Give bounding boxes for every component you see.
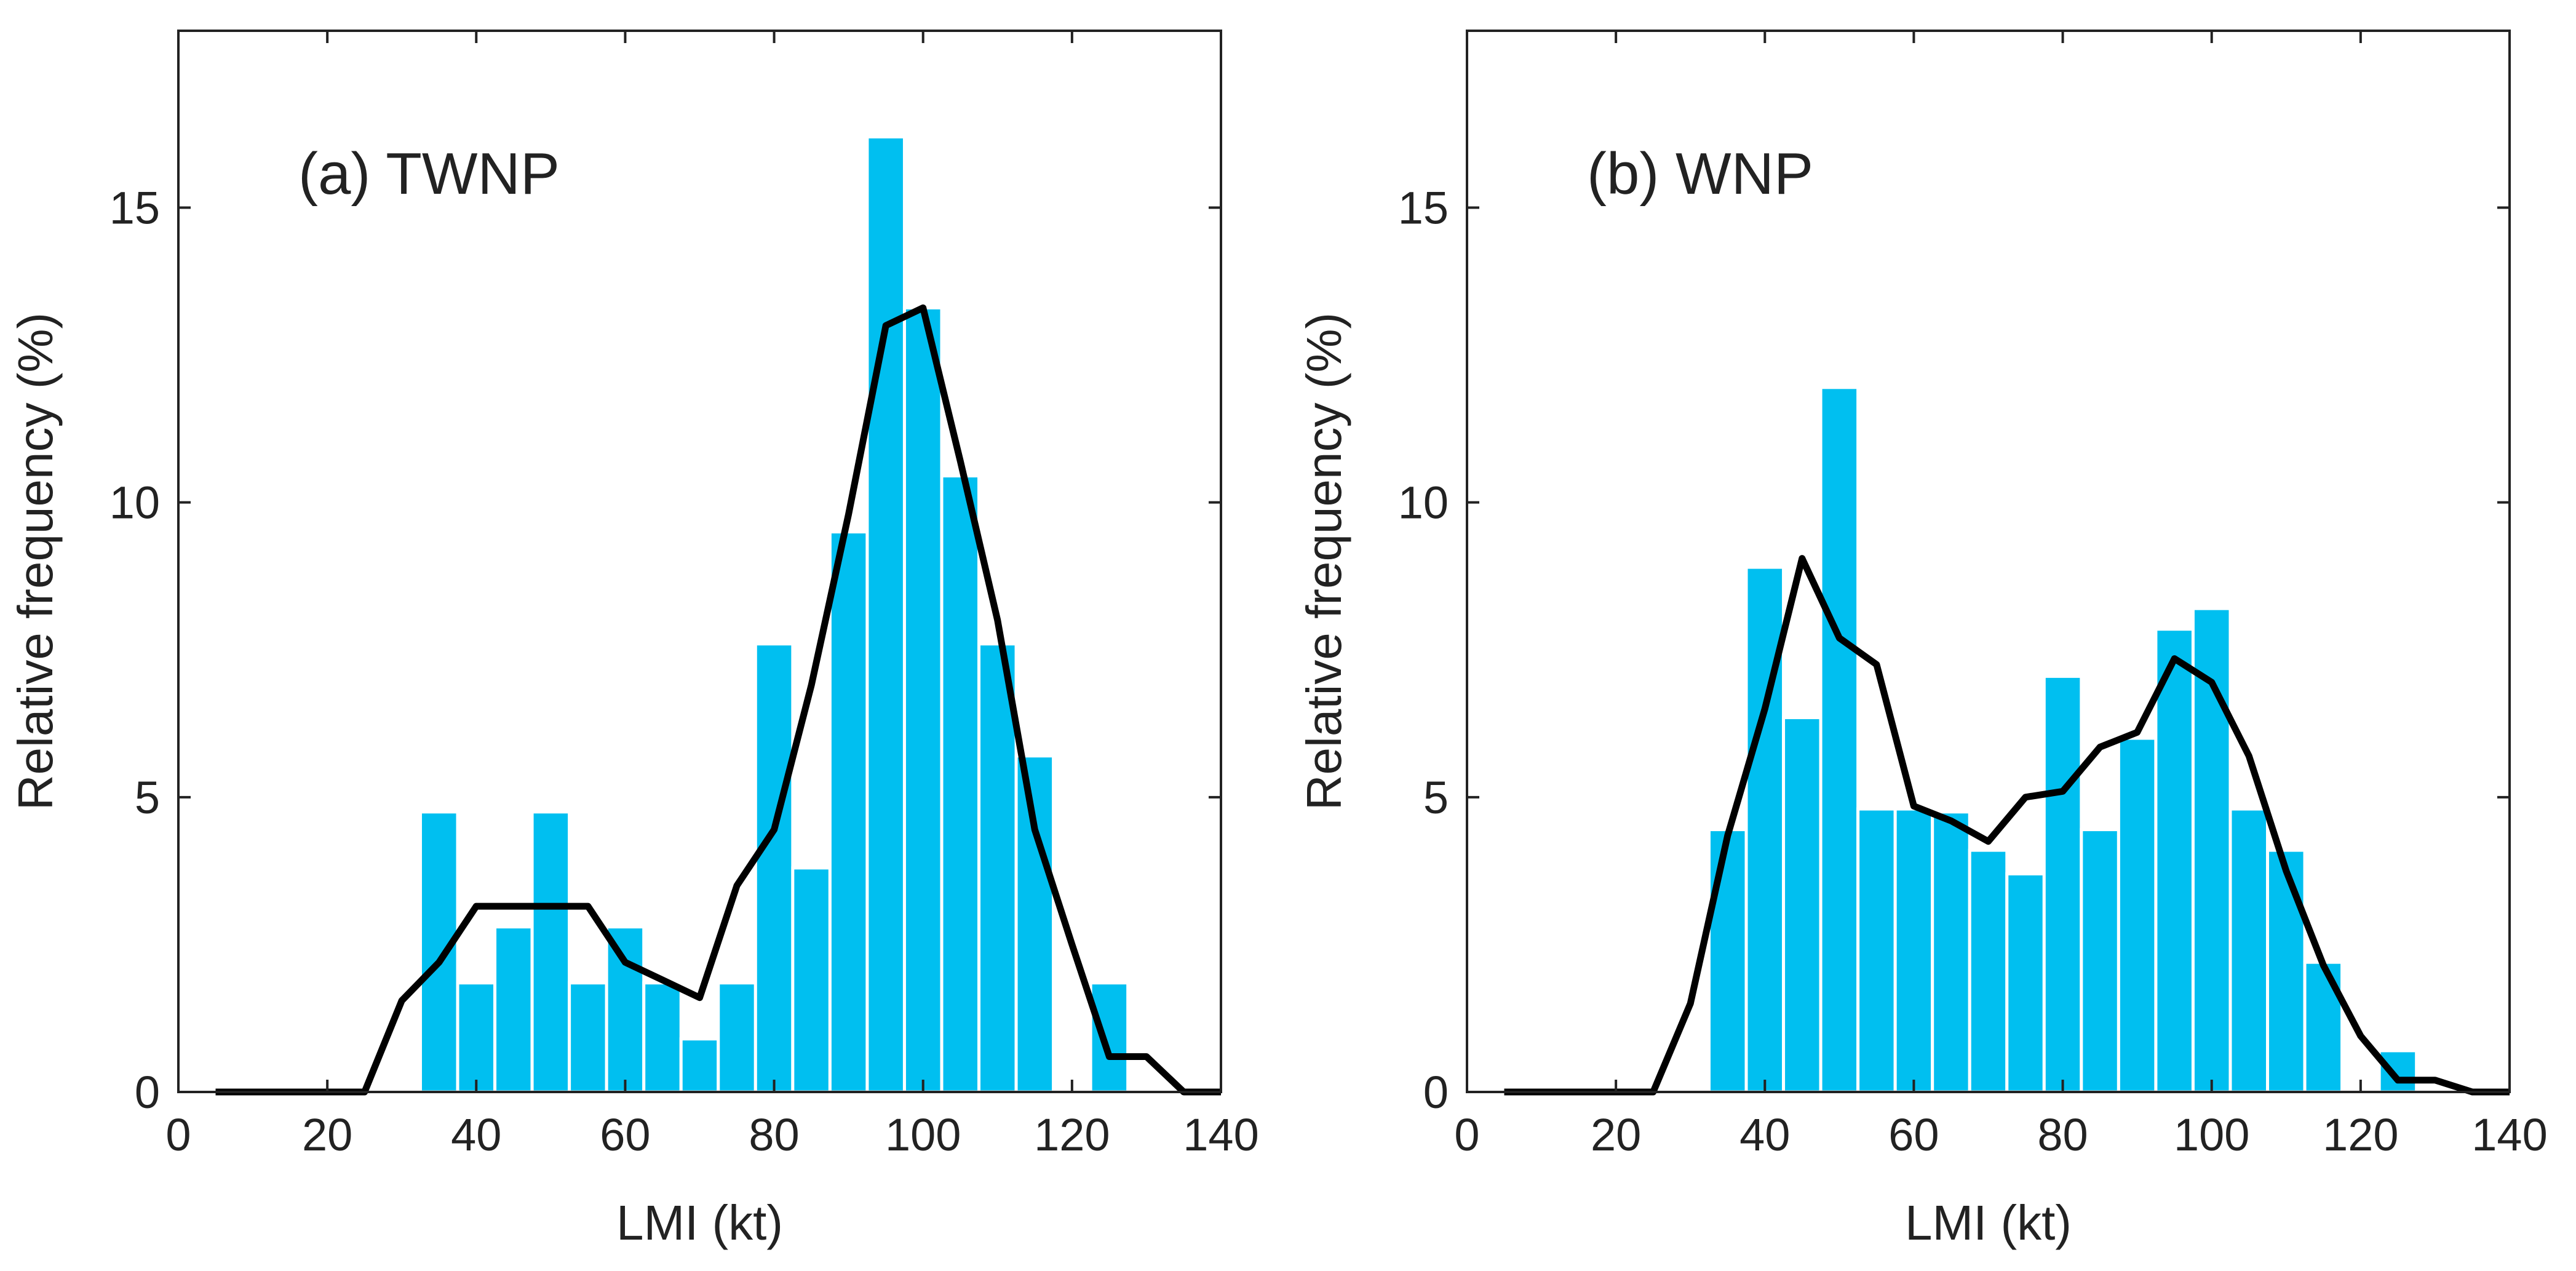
bar-wnp-45 (1782, 715, 1823, 1094)
bar-wnp-85 (2080, 828, 2120, 1094)
panel-twnp: 0 20 40 60 80 100 120 140 0 5 10 15 LMI (kt) Relative… (8, 30, 1259, 1250)
x-tick-label-twnp-100: 100 (885, 1109, 961, 1160)
bar-wnp-55 (1856, 807, 1897, 1094)
bar-wnp-110 (2266, 848, 2307, 1094)
bar-wnp-105 (2228, 807, 2270, 1094)
bar-wnp-90 (2117, 736, 2158, 1094)
x-tick-label-twnp-140: 140 (1183, 1109, 1258, 1160)
bar-twnp-55 (568, 981, 608, 1094)
y-axis-label-twnp: Relative frequency (%) (8, 313, 63, 810)
x-tick-label-wnp-80: 80 (2037, 1109, 2088, 1160)
bar-twnp-45 (493, 925, 534, 1094)
y-tick-label-wnp-0: 0 (1423, 1067, 1449, 1118)
frequency-line-wnp (1504, 555, 2510, 1096)
x-tick-label-twnp-40: 40 (451, 1109, 501, 1160)
x-tick-label-twnp-80: 80 (749, 1109, 799, 1160)
bar-wnp-35 (1707, 828, 1748, 1094)
panel-wnp: 0 20 40 60 80 100 120 140 0 5 10 15 LMI (kt) Relative… (1297, 30, 2548, 1250)
bar-twnp-75 (717, 981, 757, 1094)
bar-wnp-75 (2005, 872, 2046, 1094)
bar-wnp-70 (1968, 848, 2009, 1094)
x-tick-label-wnp-40: 40 (1739, 1109, 1790, 1160)
bar-twnp-80 (753, 642, 795, 1094)
y-tick-label-twnp-0: 0 (135, 1067, 160, 1118)
bar-twnp-65 (642, 981, 683, 1094)
bar-wnp-100 (2191, 607, 2232, 1094)
x-tick-label-wnp-20: 20 (1591, 1109, 1641, 1160)
bar-wnp-65 (1931, 810, 1971, 1094)
bar-twnp-90 (828, 530, 869, 1094)
y-tick-label-twnp-15: 15 (109, 183, 160, 234)
bar-twnp-85 (791, 866, 832, 1094)
y-tick-label-twnp-5: 5 (135, 772, 160, 823)
y-tick-label-twnp-10: 10 (109, 477, 160, 528)
bar-wnp-50 (1819, 386, 1860, 1094)
bar-twnp-35 (418, 810, 459, 1094)
y-tick-label-wnp-5: 5 (1423, 772, 1449, 823)
x-tick-label-wnp-60: 60 (1888, 1109, 1939, 1160)
frequency-line-twnp (215, 304, 1221, 1096)
bar-twnp-70 (679, 1037, 720, 1094)
y-axis-label-wnp: Relative frequency (%) (1297, 313, 1351, 810)
bar-twnp-115 (1014, 754, 1055, 1094)
panel-label-twnp: (a) TWNP (298, 141, 560, 207)
axes-frame-twnp (177, 30, 1222, 1093)
bar-wnp-95 (2154, 628, 2195, 1094)
bar-wnp-60 (1893, 807, 1934, 1094)
bar-twnp-60 (605, 925, 646, 1094)
bar-twnp-125 (1089, 981, 1130, 1094)
bar-twnp-105 (940, 474, 981, 1094)
x-tick-label-wnp-0: 0 (1454, 1109, 1479, 1160)
bar-wnp-125 (2377, 1049, 2419, 1094)
bar-twnp-100 (902, 306, 944, 1094)
x-axis-label-wnp: LMI (kt) (1905, 1195, 2072, 1250)
x-tick-label-wnp-120: 120 (2323, 1109, 2398, 1160)
bar-twnp-40 (456, 981, 497, 1094)
y-tick-label-wnp-15: 15 (1398, 183, 1449, 234)
x-tick-label-twnp-60: 60 (600, 1109, 650, 1160)
bar-twnp-50 (530, 810, 571, 1094)
panel-label-wnp: (b) WNP (1587, 141, 1813, 207)
x-tick-label-twnp-120: 120 (1034, 1109, 1110, 1160)
bar-wnp-40 (1744, 565, 1786, 1094)
axes-frame-wnp (1466, 30, 2511, 1093)
bar-wnp-80 (2042, 674, 2083, 1094)
bar-twnp-95 (865, 135, 906, 1094)
x-tick-label-twnp-0: 0 (165, 1109, 191, 1160)
x-axis-label-twnp: LMI (kt) (616, 1195, 783, 1250)
y-tick-label-wnp-10: 10 (1398, 477, 1449, 528)
bar-wnp-115 (2303, 960, 2344, 1094)
x-tick-label-twnp-20: 20 (302, 1109, 352, 1160)
x-tick-label-wnp-140: 140 (2471, 1109, 2547, 1160)
x-tick-label-wnp-100: 100 (2174, 1109, 2249, 1160)
